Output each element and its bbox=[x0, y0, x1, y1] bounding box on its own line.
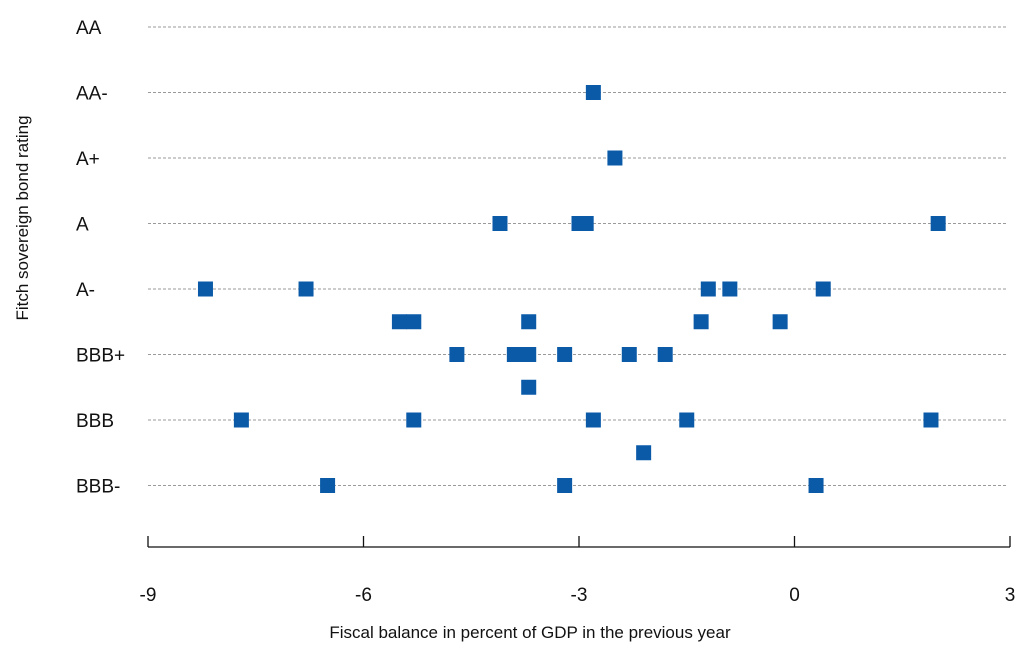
x-tick-label: 0 bbox=[789, 585, 800, 606]
y-tick-label: AA bbox=[76, 18, 102, 39]
y-tick-label: BBB- bbox=[76, 477, 120, 498]
data-point bbox=[930, 216, 946, 231]
x-tick-labels: -9 -6 -3 0 3 bbox=[140, 585, 1016, 606]
data-point bbox=[636, 445, 652, 461]
y-tick-label: A- bbox=[76, 280, 95, 301]
data-point bbox=[521, 347, 537, 362]
data-point bbox=[693, 314, 709, 330]
x-tick-label: -3 bbox=[571, 585, 588, 606]
gridlines bbox=[148, 26, 1006, 486]
data-point bbox=[700, 281, 716, 297]
data-point bbox=[406, 412, 422, 428]
x-axis bbox=[147, 536, 1011, 548]
y-tick-label: BBB bbox=[76, 411, 114, 432]
y-tick-label: A+ bbox=[76, 149, 100, 170]
data-point bbox=[391, 314, 407, 330]
data-point bbox=[521, 379, 537, 395]
data-point bbox=[772, 314, 788, 330]
y-tick-label: AA- bbox=[76, 84, 108, 105]
data-point bbox=[815, 281, 831, 297]
data-point bbox=[578, 216, 594, 231]
y-tick-label: BBB+ bbox=[76, 346, 125, 367]
data-point bbox=[406, 314, 422, 330]
data-point bbox=[679, 412, 695, 428]
data-point bbox=[233, 412, 249, 428]
data-point bbox=[607, 150, 623, 166]
data-point bbox=[492, 216, 508, 231]
data-point bbox=[722, 281, 738, 297]
x-tick-label: -9 bbox=[140, 585, 157, 606]
data-point bbox=[557, 478, 573, 493]
data-point bbox=[923, 412, 939, 428]
data-point bbox=[585, 412, 601, 428]
data-point bbox=[521, 314, 537, 330]
data-point bbox=[585, 85, 601, 100]
data-point bbox=[808, 478, 824, 493]
data-point bbox=[449, 347, 465, 362]
data-point bbox=[320, 478, 336, 493]
x-tick-label: -6 bbox=[355, 585, 372, 606]
data-point bbox=[557, 347, 573, 362]
x-axis-title: Fiscal balance in percent of GDP in the … bbox=[329, 623, 731, 642]
y-axis-title: Fitch sovereign bond rating bbox=[13, 115, 32, 320]
data-point bbox=[621, 347, 637, 362]
data-point bbox=[298, 281, 314, 297]
data-points bbox=[197, 85, 946, 493]
data-point bbox=[197, 281, 213, 297]
data-point bbox=[657, 347, 673, 362]
data-point bbox=[506, 347, 522, 362]
x-tick-label: 3 bbox=[1005, 585, 1016, 606]
y-tick-label: A bbox=[76, 215, 89, 236]
